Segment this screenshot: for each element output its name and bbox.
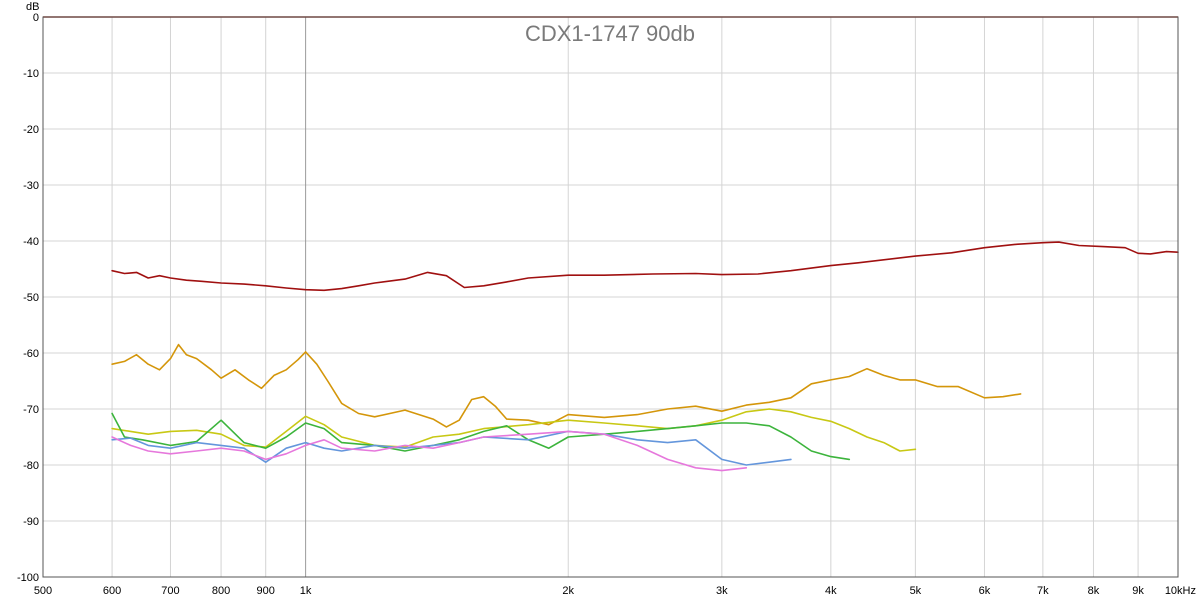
y-tick-labels: 0 -10 -20 -30 -40 -50 -60 -70 -80 -90 -100 <box>17 12 39 584</box>
y-tick-label-1: -10 <box>23 68 39 80</box>
series-line-4 <box>111 430 792 466</box>
plot-border <box>42 16 1179 578</box>
x-tick-label-1: 600 <box>103 585 121 597</box>
y-tick-label-4: -40 <box>23 236 39 248</box>
x-tick-label-9: 5k <box>910 585 922 597</box>
series-line-0 <box>111 241 1179 292</box>
x-tick-label-3: 800 <box>212 585 230 597</box>
x-tick-labels: 500 600 700 800 900 1k 2k 3k 4k 5k 6k 7k 8k 9k 10kHz <box>34 585 1196 597</box>
x-tick-label-2: 700 <box>161 585 179 597</box>
x-tick-label-5: 1k <box>300 585 312 597</box>
y-tick-label-10: -100 <box>17 572 39 584</box>
x-tick-label-13: 9k <box>1132 585 1144 597</box>
x-tick-label-12: 8k <box>1088 585 1100 597</box>
x-tick-label-8: 4k <box>825 585 837 597</box>
y-tick-label-5: -50 <box>23 292 39 304</box>
x-tick-label-11: 7k <box>1037 585 1049 597</box>
x-tick-label-14: 10kHz <box>1165 585 1196 597</box>
x-tick-label-0: 500 <box>34 585 52 597</box>
y-tick-label-8: -80 <box>23 460 39 472</box>
x-tick-label-7: 3k <box>716 585 728 597</box>
y-tick-label-2: -20 <box>23 124 39 136</box>
y-tick-label-0: 0 <box>33 12 39 24</box>
series-line-3 <box>111 412 851 461</box>
series-line-5 <box>111 430 748 472</box>
x-tick-label-4: 900 <box>257 585 275 597</box>
y-tick-label-9: -90 <box>23 516 39 528</box>
y-tick-label-3: -30 <box>23 180 39 192</box>
y-axis-unit-label: dB <box>26 1 39 13</box>
series-lines <box>111 241 1179 472</box>
series-line-1 <box>111 343 1022 428</box>
x-tick-label-6: 2k <box>562 585 574 597</box>
y-tick-label-7: -70 <box>23 404 39 416</box>
chart-title: CDX1-1747 90db <box>525 21 695 46</box>
x-tick-label-10: 6k <box>979 585 991 597</box>
y-tick-label-6: -60 <box>23 348 39 360</box>
